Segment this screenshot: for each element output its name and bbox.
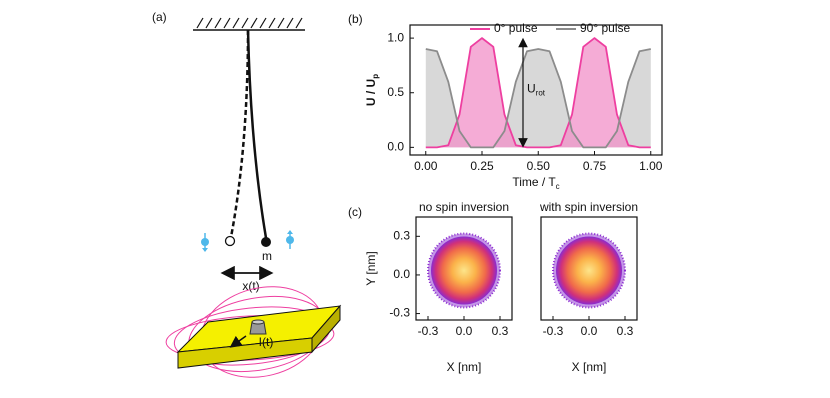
x-axis-label: X [nm]	[572, 360, 607, 374]
area-fill	[425, 49, 651, 148]
legend-label: 90° pulse	[580, 21, 630, 35]
panel-label: (b)	[348, 12, 363, 26]
label-text: U	[527, 82, 536, 96]
mass-label: m	[262, 249, 272, 263]
current-label: I(t)	[259, 335, 274, 349]
label-text: U / U	[364, 79, 378, 106]
x-tick-label: 0.3	[492, 324, 509, 338]
y-tick-label: 0.0	[387, 140, 404, 154]
point-cloud	[431, 236, 497, 305]
y-tick-label: 1.0	[387, 30, 404, 44]
y-tick-label: 0.3	[393, 228, 410, 242]
y-tick-label: 0.5	[387, 85, 404, 99]
panel-label: (c)	[348, 205, 362, 219]
tip	[249, 319, 267, 335]
x-tick-label: -0.3	[418, 324, 439, 338]
series-line	[425, 48, 651, 149]
spin-icon	[201, 233, 209, 252]
x-tick-label: 0.25	[470, 159, 494, 173]
pendulum-string-dashed	[229, 29, 250, 238]
label-text: Time / T	[512, 175, 556, 189]
label-subscript: c	[556, 182, 560, 191]
plot-title: with spin inversion	[539, 200, 638, 214]
displacement-label: x(t)	[242, 279, 259, 293]
x-tick-label: 0.00	[414, 159, 438, 173]
slab-side	[311, 304, 341, 354]
legend-label: 0° pulse	[494, 21, 538, 35]
y-tick-label: -0.3	[389, 306, 410, 320]
x-axis-label: Time / Tc	[512, 175, 559, 191]
y-axis-label: U / Up	[364, 74, 380, 106]
mass-outline	[224, 235, 236, 247]
y-tick-label: 0.0	[393, 267, 410, 281]
panel-label: (a)	[152, 10, 167, 24]
x-axis-label: X [nm]	[447, 360, 482, 374]
plot-title: no spin inversion	[419, 200, 509, 214]
mass	[261, 237, 271, 247]
area-fill	[425, 38, 651, 148]
annotation: Urot	[527, 82, 546, 98]
current-arrow	[229, 335, 247, 348]
x-tick-label: 0.50	[527, 159, 551, 173]
ceiling-hatch	[196, 17, 303, 29]
point-cloud	[556, 236, 622, 305]
label-subscript: rot	[536, 89, 546, 98]
panel-a: (a) m x(t) I(t)	[152, 10, 342, 378]
x-tick-label: 0.0	[581, 324, 598, 338]
x-tick-label: 1.00	[639, 159, 663, 173]
x-tick-label: 0.75	[583, 159, 607, 173]
spin-icon	[286, 230, 294, 249]
series-line	[425, 37, 651, 149]
x-tick-label: 0.3	[617, 324, 634, 338]
label-subscript: p	[371, 74, 380, 79]
x-tick-label: -0.3	[543, 324, 564, 338]
x-tick-label: 0.0	[456, 324, 473, 338]
y-axis-label: Y [nm]	[364, 251, 378, 285]
plot-frame	[409, 24, 663, 156]
pendulum-string	[246, 29, 268, 239]
